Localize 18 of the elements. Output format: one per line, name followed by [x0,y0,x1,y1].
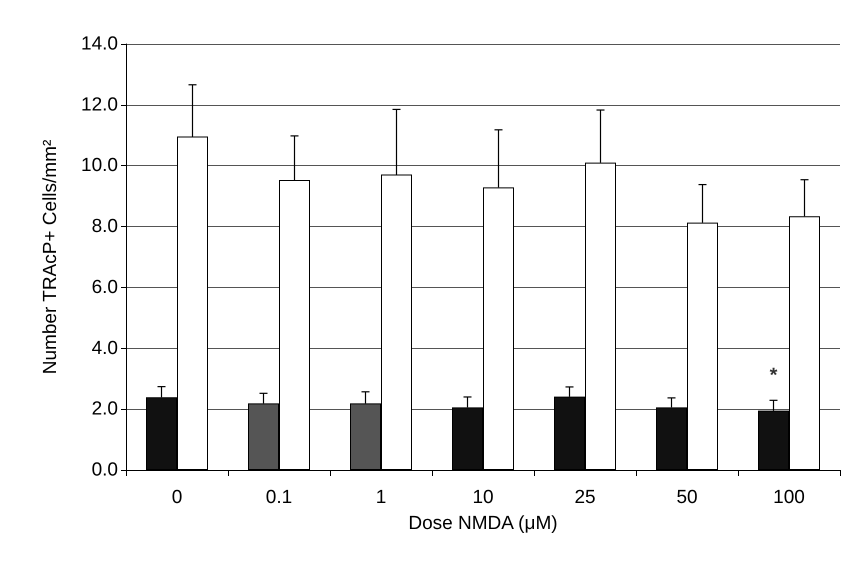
y-tick-label: 12.0 [81,94,118,116]
y-tick-label: 4.0 [92,338,118,359]
x-tick-label: 1 [376,487,386,508]
x-tick-label: 10 [472,487,494,508]
y-tick-label: 14.0 [81,34,118,54]
y-tick-label: 2.0 [92,398,118,420]
y-tick-label: 0.0 [92,460,118,480]
y-tick-label: 10.0 [81,155,118,176]
y-tick-label: 8.0 [92,216,118,238]
annotation: * [770,364,778,387]
x-tick-label: 100 [773,487,805,508]
x-tick-label: 0.1 [266,487,292,508]
x-tick-label: 25 [574,487,596,508]
x-tick-label: 0 [172,487,182,508]
y-axis-title: Number TRAcP+ Cells/mm² [40,140,61,374]
x-axis-title: Dose NMDA (μM) [408,513,558,534]
y-tick-label: 6.0 [92,276,118,298]
x-tick-label: 50 [676,487,698,508]
